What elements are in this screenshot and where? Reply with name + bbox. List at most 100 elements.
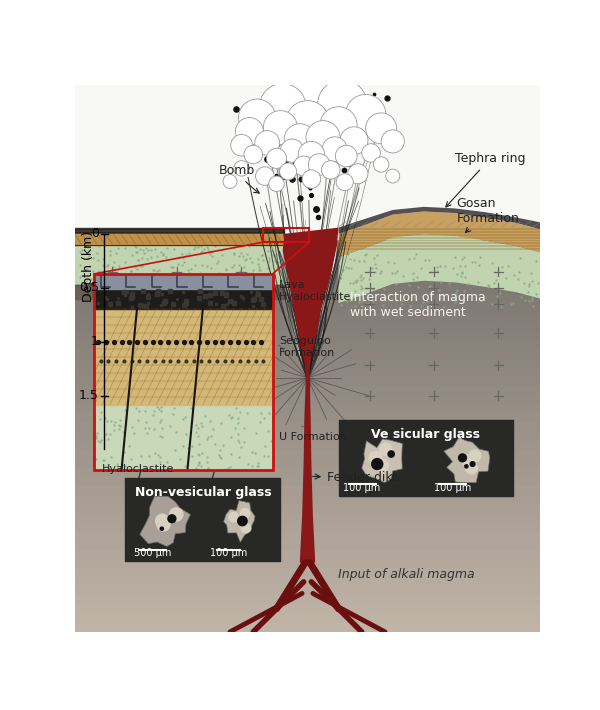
Circle shape (286, 101, 329, 143)
Circle shape (371, 458, 383, 470)
Circle shape (386, 169, 400, 183)
Polygon shape (224, 501, 255, 542)
Text: Gosan
Formation: Gosan Formation (457, 197, 519, 233)
Circle shape (234, 160, 250, 176)
Polygon shape (75, 168, 540, 176)
Circle shape (462, 454, 475, 467)
Circle shape (237, 515, 248, 526)
Polygon shape (75, 559, 540, 568)
Circle shape (282, 70, 341, 129)
Circle shape (228, 512, 239, 523)
Polygon shape (75, 605, 540, 613)
Polygon shape (338, 234, 540, 303)
Circle shape (293, 156, 314, 176)
Text: Seoguipo
Formation: Seoguipo Formation (279, 337, 335, 358)
Text: Input of alkali magma: Input of alkali magma (338, 568, 475, 581)
Polygon shape (75, 113, 540, 121)
Polygon shape (362, 439, 403, 483)
Polygon shape (75, 322, 540, 331)
Circle shape (365, 113, 397, 143)
Polygon shape (75, 449, 540, 459)
Circle shape (320, 106, 357, 143)
Circle shape (239, 99, 276, 136)
Polygon shape (75, 104, 540, 113)
Polygon shape (75, 404, 540, 413)
Circle shape (263, 111, 298, 145)
Polygon shape (75, 222, 540, 231)
Polygon shape (75, 295, 540, 304)
Polygon shape (75, 340, 540, 349)
Polygon shape (75, 313, 540, 322)
Circle shape (280, 163, 296, 180)
Polygon shape (75, 513, 540, 523)
Polygon shape (75, 377, 540, 386)
Polygon shape (75, 94, 540, 104)
Text: U Formation: U Formation (279, 432, 347, 442)
Text: Hyaloclastite: Hyaloclastite (102, 464, 175, 474)
Polygon shape (75, 195, 540, 204)
Polygon shape (75, 395, 540, 404)
Text: Tephra ring: Tephra ring (446, 152, 525, 207)
Circle shape (322, 160, 340, 179)
Circle shape (379, 442, 393, 457)
Circle shape (375, 459, 389, 473)
Polygon shape (75, 185, 540, 195)
Polygon shape (75, 596, 540, 605)
Polygon shape (75, 413, 540, 422)
Polygon shape (75, 85, 540, 94)
Polygon shape (75, 249, 540, 258)
Circle shape (322, 137, 347, 161)
Circle shape (362, 143, 380, 162)
Polygon shape (75, 577, 540, 586)
Polygon shape (75, 623, 540, 632)
Circle shape (306, 121, 340, 155)
Polygon shape (75, 432, 540, 440)
Circle shape (255, 131, 280, 155)
Circle shape (231, 134, 253, 156)
Circle shape (284, 124, 315, 155)
Circle shape (298, 141, 325, 168)
Polygon shape (75, 240, 540, 249)
Polygon shape (75, 440, 540, 449)
Polygon shape (75, 504, 540, 513)
Circle shape (259, 84, 306, 130)
Circle shape (239, 508, 250, 519)
Text: 100 μm: 100 μm (434, 483, 471, 493)
Polygon shape (140, 496, 190, 547)
Polygon shape (75, 550, 540, 559)
Polygon shape (75, 459, 540, 468)
Circle shape (235, 118, 263, 146)
Circle shape (469, 461, 476, 467)
Polygon shape (75, 231, 540, 240)
Text: 1.5: 1.5 (79, 389, 99, 402)
Text: Lava
Hyaloclastite: Lava Hyaloclastite (279, 280, 351, 302)
Polygon shape (75, 349, 540, 359)
Text: 1: 1 (91, 335, 99, 348)
Polygon shape (75, 268, 540, 277)
Circle shape (335, 146, 357, 167)
Polygon shape (75, 304, 540, 313)
Circle shape (280, 139, 304, 162)
Text: Depth (km): Depth (km) (82, 231, 95, 302)
Polygon shape (75, 496, 540, 504)
Polygon shape (338, 207, 540, 234)
Polygon shape (281, 234, 309, 376)
Circle shape (167, 514, 176, 523)
Text: 100 μm: 100 μm (343, 483, 380, 493)
Polygon shape (75, 121, 540, 131)
Circle shape (368, 451, 382, 465)
Polygon shape (75, 586, 540, 596)
Circle shape (464, 464, 469, 469)
Polygon shape (75, 468, 540, 477)
Circle shape (388, 450, 395, 458)
Polygon shape (75, 331, 540, 340)
Circle shape (169, 507, 184, 522)
Polygon shape (75, 149, 540, 158)
Polygon shape (75, 140, 540, 149)
Circle shape (160, 526, 164, 531)
Polygon shape (75, 541, 540, 550)
Polygon shape (75, 204, 540, 213)
Circle shape (156, 517, 171, 532)
Circle shape (346, 94, 386, 134)
Circle shape (458, 453, 467, 462)
